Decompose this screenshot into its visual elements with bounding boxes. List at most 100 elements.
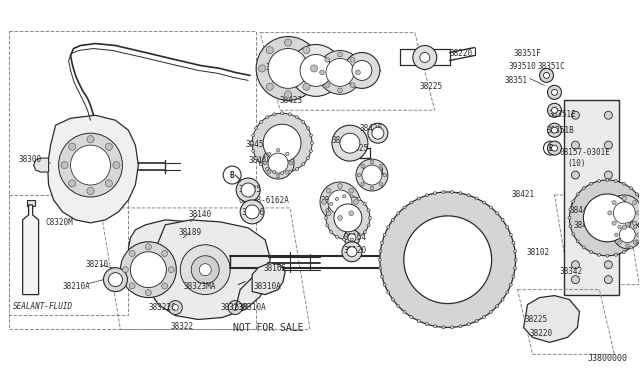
Circle shape [255,157,258,160]
Circle shape [180,250,190,260]
Circle shape [325,83,330,87]
Circle shape [512,275,515,278]
Circle shape [296,116,298,119]
Text: 38189: 38189 [179,228,202,237]
Circle shape [403,206,406,209]
Circle shape [413,45,436,70]
Circle shape [569,225,572,228]
Circle shape [268,48,308,89]
Text: 38453: 38453 [573,221,596,230]
Circle shape [572,233,575,236]
Circle shape [104,268,127,292]
Circle shape [273,170,276,173]
Circle shape [637,233,640,237]
Text: 08157-0301E: 08157-0301E [559,148,611,157]
Circle shape [576,240,579,243]
Circle shape [632,201,637,205]
Circle shape [284,39,292,46]
Circle shape [483,201,486,204]
Circle shape [252,134,255,137]
Circle shape [164,268,167,271]
Circle shape [433,325,436,328]
Circle shape [387,225,390,228]
Circle shape [613,202,636,224]
Circle shape [552,89,557,95]
Circle shape [420,52,430,62]
Circle shape [547,141,561,155]
Circle shape [416,228,479,292]
Circle shape [162,283,168,289]
Circle shape [348,234,356,242]
Circle shape [108,273,122,286]
Circle shape [582,246,585,249]
Circle shape [442,326,445,329]
Circle shape [362,165,382,185]
Polygon shape [129,220,215,278]
Circle shape [381,275,383,278]
Circle shape [467,194,470,197]
Circle shape [380,164,383,168]
Circle shape [289,113,291,116]
Circle shape [576,193,579,196]
Circle shape [81,155,100,175]
Text: 38140: 38140 [188,210,211,219]
Circle shape [87,187,94,195]
Circle shape [180,245,230,295]
Circle shape [379,267,382,270]
Circle shape [618,241,621,244]
Circle shape [307,127,310,130]
Circle shape [572,141,579,149]
Circle shape [350,195,353,198]
Text: 38423: 38423 [334,212,357,221]
Circle shape [370,160,374,164]
Circle shape [572,171,579,179]
Circle shape [584,194,631,242]
Text: 38220: 38220 [450,48,473,58]
Circle shape [285,170,289,174]
Circle shape [259,163,262,166]
Circle shape [262,147,294,179]
Circle shape [604,221,612,229]
Circle shape [509,283,512,286]
Circle shape [289,161,293,165]
Circle shape [604,141,612,149]
Circle shape [417,320,420,323]
Text: B: B [548,144,553,153]
Text: 38165: 38165 [263,264,286,273]
Circle shape [380,192,516,327]
Circle shape [259,121,262,124]
Circle shape [337,184,342,188]
Text: 38440: 38440 [248,156,271,165]
Circle shape [572,276,579,283]
Circle shape [321,199,326,204]
Text: 38425: 38425 [238,185,261,194]
Polygon shape [524,296,579,342]
Circle shape [540,68,554,82]
Circle shape [383,283,386,286]
Bar [9,31,256,330]
Circle shape [383,173,387,177]
Text: 38424: 38424 [362,168,385,177]
Circle shape [572,111,579,119]
Text: 38427: 38427 [332,136,355,145]
Circle shape [191,256,220,283]
Circle shape [276,148,280,152]
Circle shape [268,153,288,173]
Circle shape [372,127,384,139]
Circle shape [326,224,329,227]
Circle shape [403,310,406,314]
Circle shape [442,190,445,193]
Circle shape [168,301,182,314]
Circle shape [632,221,637,225]
Circle shape [324,217,328,219]
Circle shape [367,224,370,227]
Circle shape [369,217,371,219]
Circle shape [310,142,314,145]
Text: 38322C: 38322C [148,302,176,312]
Text: 38210A: 38210A [63,282,90,291]
Circle shape [342,238,346,241]
Circle shape [140,262,156,278]
Circle shape [267,170,271,174]
Circle shape [490,206,492,209]
Circle shape [263,161,267,165]
